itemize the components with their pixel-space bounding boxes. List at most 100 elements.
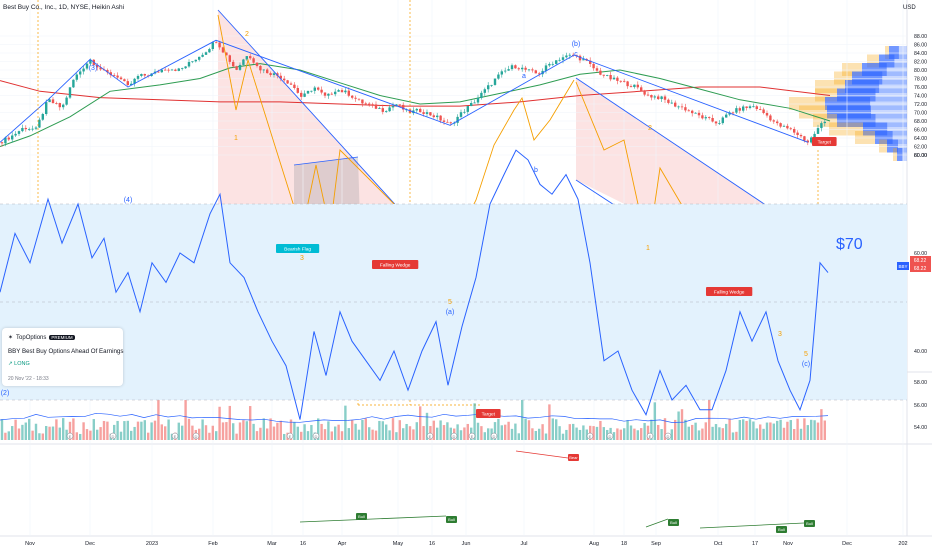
candle xyxy=(493,78,497,85)
idea-author[interactable]: TopOptions xyxy=(16,334,47,341)
volume-bar xyxy=(684,419,687,440)
idea-title[interactable]: BBY Best Buy Options Ahead Of Earnings xyxy=(8,348,124,355)
volume-bar xyxy=(779,419,782,440)
volume-bar xyxy=(385,424,388,440)
candle xyxy=(657,96,660,100)
candle xyxy=(786,125,789,129)
volume-bar xyxy=(381,421,384,440)
candle xyxy=(235,66,238,70)
volume-bar xyxy=(786,421,789,440)
price-tick-label: 84.00 xyxy=(914,51,927,57)
volume-bar xyxy=(232,423,235,440)
candle xyxy=(538,73,541,75)
candle xyxy=(674,102,677,107)
candle xyxy=(432,115,435,118)
pattern-flag-label: Target xyxy=(482,412,496,418)
idea-date: 20 Nov '22 - 18:33 xyxy=(8,376,49,382)
volume-bar xyxy=(249,406,252,440)
price-tick-label: 80.00 xyxy=(914,68,927,74)
price-tick-label: 62.00 xyxy=(914,145,927,151)
volume-bar xyxy=(759,424,762,440)
price-tag xyxy=(910,264,931,272)
candle xyxy=(680,106,684,108)
volume-bar xyxy=(459,430,463,440)
volume-bar xyxy=(330,431,333,440)
event-marker xyxy=(66,432,74,440)
volume-bar xyxy=(725,423,728,440)
volume-bar xyxy=(701,428,704,440)
pattern-flag-label: Falling Wedge xyxy=(714,290,745,296)
volume-bar xyxy=(323,429,327,440)
candle xyxy=(694,112,697,114)
volume-bar xyxy=(629,425,633,440)
volume-bar xyxy=(616,428,619,440)
candle xyxy=(255,62,259,66)
volume-bar xyxy=(592,426,595,440)
profile-bar-down-dark xyxy=(897,148,903,161)
candle xyxy=(266,69,269,74)
price-tick-label: 86.00 xyxy=(914,43,927,49)
rsi-flag xyxy=(446,516,457,523)
candle xyxy=(623,80,626,82)
ticker-tag xyxy=(897,262,909,270)
candle xyxy=(317,87,320,90)
candle xyxy=(245,56,248,60)
candle xyxy=(708,117,711,119)
volume-bar xyxy=(361,419,364,440)
time-tick-label: 17 xyxy=(752,541,758,547)
profile-bar-up xyxy=(879,139,887,153)
volume-bar xyxy=(568,424,571,440)
volume-bar xyxy=(198,428,201,440)
candle xyxy=(170,69,174,71)
candle xyxy=(181,68,184,70)
volume-bar xyxy=(623,428,626,440)
volume-bar xyxy=(823,420,826,440)
volume-bar xyxy=(378,420,381,440)
volume-bar xyxy=(432,420,435,440)
volume-bar xyxy=(738,420,741,440)
idea-card[interactable]: ✶ TopOptions PREMIUM BBY Best Buy Option… xyxy=(2,328,123,386)
candle xyxy=(490,84,493,86)
candle xyxy=(735,108,738,113)
time-tick-label: 18 xyxy=(621,541,627,547)
event-marker-label: E xyxy=(649,434,652,439)
chart-title: Best Buy Co., Inc., 1D, NYSE, Heikin Ash… xyxy=(3,4,124,11)
candle xyxy=(24,127,27,130)
volume-bar xyxy=(17,428,21,440)
candle xyxy=(653,96,656,98)
candle xyxy=(45,102,48,115)
volume-tick-label: 54.00 xyxy=(914,425,927,431)
candle xyxy=(578,55,582,61)
volume-bar xyxy=(181,425,184,440)
candle xyxy=(670,102,673,104)
volume-bar xyxy=(436,427,439,440)
volume-bar xyxy=(408,426,412,440)
volume-bar xyxy=(602,427,605,440)
candle xyxy=(646,94,650,96)
volume-bar xyxy=(439,420,442,440)
event-marker-label: E xyxy=(589,434,592,439)
candle xyxy=(599,70,602,75)
rsi-flag-label: Bull xyxy=(778,527,785,532)
wave-label: (2) xyxy=(1,390,10,397)
rsi-flag-label: Bull xyxy=(358,514,365,519)
volume-bar xyxy=(612,432,616,440)
volume-bar xyxy=(0,419,4,440)
volume-bar xyxy=(252,423,255,440)
price-tick-label: 88.00 xyxy=(914,34,927,40)
price-tick-label: 64.00 xyxy=(914,136,927,142)
candle xyxy=(371,104,374,106)
candle xyxy=(803,136,806,141)
candle xyxy=(225,52,228,56)
event-marker xyxy=(646,432,654,440)
volume-bar xyxy=(793,429,796,440)
volume-bar xyxy=(79,433,82,440)
currency-label: USD xyxy=(903,5,916,11)
price-tick-label: 68.00 xyxy=(914,119,927,125)
candle xyxy=(0,142,4,144)
candle xyxy=(113,75,116,76)
candle xyxy=(500,71,503,75)
rsi-flag xyxy=(668,519,679,526)
volume-bar xyxy=(106,421,109,440)
